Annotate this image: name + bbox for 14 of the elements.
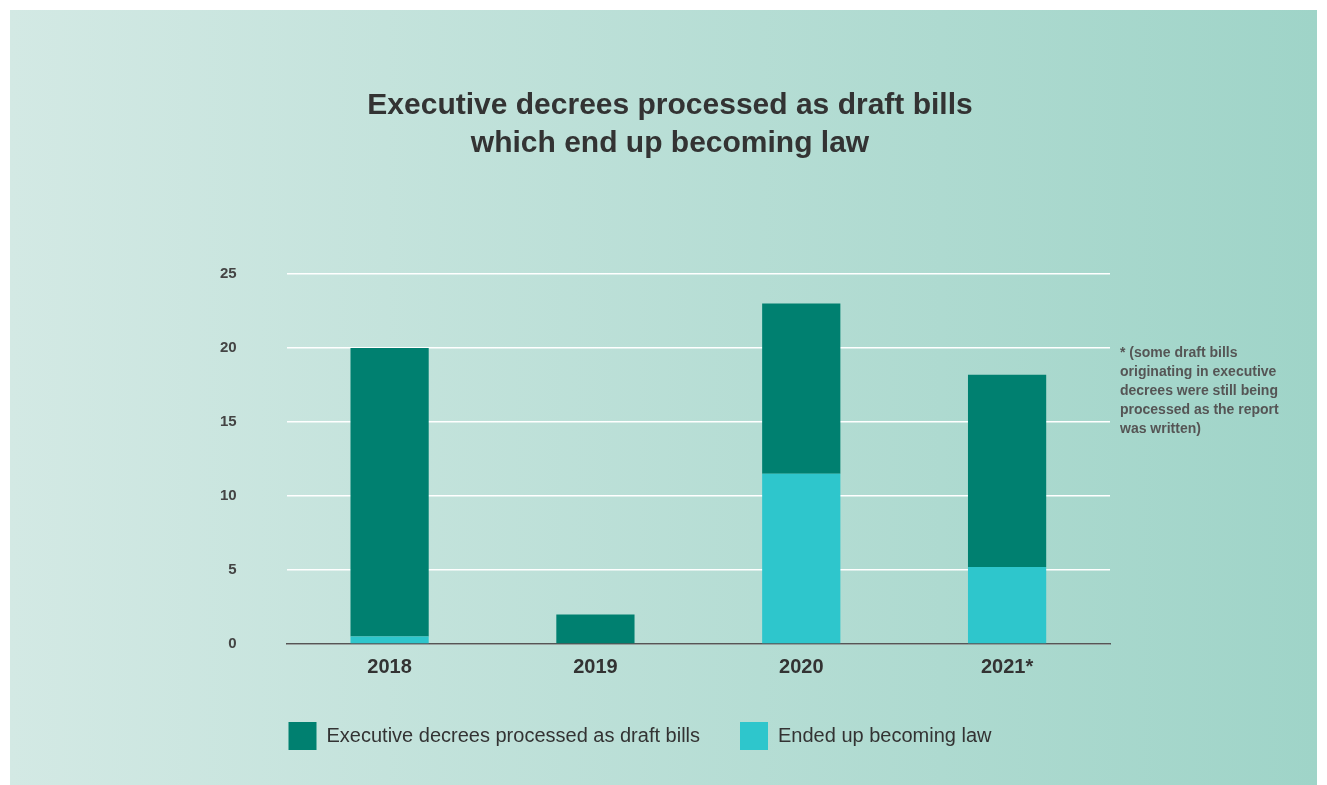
y-tick-label: 0 <box>228 634 237 652</box>
y-tick-label: 5 <box>228 560 237 578</box>
text: * (some draft bills originating in executive decrees were still being processed as the report was written) <box>1120 343 1280 438</box>
x-tick-label: 2018 <box>367 654 412 677</box>
legend-label: Executive decrees processed as draft bills <box>326 723 701 746</box>
chart-title: Executive decrees processed as draft bills which end up becoming law <box>366 86 974 160</box>
y-tick-label: 15 <box>220 412 237 430</box>
legend-label: Ended up becoming law <box>778 723 993 746</box>
y-tick-label: 25 <box>220 264 237 282</box>
x-tick-label: 2021* <box>980 654 1034 677</box>
x-tick-label: 2019 <box>573 654 618 677</box>
y-tick-label: 10 <box>220 486 237 504</box>
y-tick-label: 20 <box>220 338 237 356</box>
x-tick-label: 2020 <box>779 654 824 677</box>
